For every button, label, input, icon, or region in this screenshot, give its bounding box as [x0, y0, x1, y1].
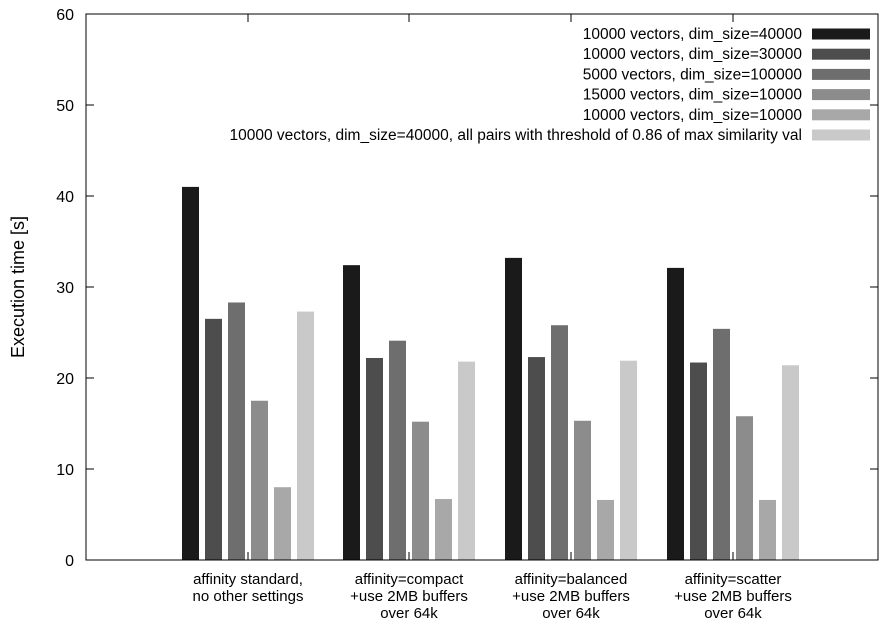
x-category-label-line: +use 2MB buffers [512, 588, 630, 605]
y-tick-label: 40 [56, 189, 74, 206]
x-category-label-line: over 64k [542, 605, 600, 622]
legend: 10000 vectors, dim_size=40000 10000 vecto… [230, 26, 870, 144]
legend-label: 10000 vectors, dim_size=10000 [583, 107, 803, 124]
y-tick-label: 60 [56, 7, 74, 24]
x-category-label-line: affinity=balanced [515, 571, 628, 588]
x-category-label-line: affinity=compact [355, 571, 464, 588]
x-category-label: affinity=compact +use 2MB buffers over 64k [350, 571, 468, 622]
bar [597, 499, 614, 560]
bar [620, 360, 637, 560]
legend-swatch [812, 89, 870, 101]
y-tick-label: 20 [56, 371, 74, 388]
bar [782, 365, 799, 560]
legend-label: 15000 vectors, dim_size=10000 [583, 87, 803, 104]
bar [667, 267, 684, 560]
bar [412, 421, 429, 560]
legend-swatch [812, 68, 870, 80]
bar [713, 328, 730, 560]
bar [389, 340, 406, 560]
axes-group: 0 10 20 30 40 50 60 affinity standard, no other … [56, 7, 879, 622]
bar [736, 416, 753, 560]
bar [251, 400, 268, 560]
bar [274, 487, 291, 560]
bar [366, 357, 383, 560]
legend-label: 5000 vectors, dim_size=100000 [583, 66, 803, 83]
bar [528, 357, 545, 560]
bar [182, 186, 199, 560]
bar [297, 311, 314, 560]
legend-swatch [812, 129, 870, 141]
legend-swatch [812, 28, 870, 40]
bar [458, 361, 475, 560]
y-axis-title: Execution time [s] [8, 216, 28, 358]
x-category-label-line: no other settings [193, 588, 304, 605]
bar [759, 499, 776, 560]
y-tick-label: 0 [65, 553, 74, 570]
bars-group [182, 186, 799, 560]
x-category-label: affinity=scatter +use 2MB buffers over 64k [674, 571, 792, 622]
bar [205, 318, 222, 560]
bar [505, 257, 522, 560]
x-category-label-line: affinity=scatter [685, 571, 782, 588]
x-category-label-line: over 64k [704, 605, 762, 622]
y-tick-label: 10 [56, 462, 74, 479]
bar [228, 302, 245, 560]
y-tick-label: 50 [56, 98, 74, 115]
x-category-label: affinity standard, no other settings [193, 571, 304, 605]
y-tick-label: 30 [56, 280, 74, 297]
bar [551, 325, 568, 560]
bar [435, 499, 452, 560]
bar [690, 362, 707, 560]
x-category-label-line: +use 2MB buffers [350, 588, 468, 605]
legend-swatch [812, 48, 870, 60]
legend-label: 10000 vectors, dim_size=40000 [583, 26, 803, 43]
x-category-label-line: affinity standard, [193, 571, 303, 588]
legend-swatch [812, 109, 870, 121]
x-category-label: affinity=balanced +use 2MB buffers over 64… [512, 571, 630, 622]
x-category-label-line: over 64k [380, 605, 438, 622]
x-category-label-line: +use 2MB buffers [674, 588, 792, 605]
bar [574, 420, 591, 560]
legend-label: 10000 vectors, dim_size=40000, all pairs… [230, 127, 803, 144]
bar [343, 265, 360, 560]
legend-label: 10000 vectors, dim_size=30000 [583, 46, 803, 63]
